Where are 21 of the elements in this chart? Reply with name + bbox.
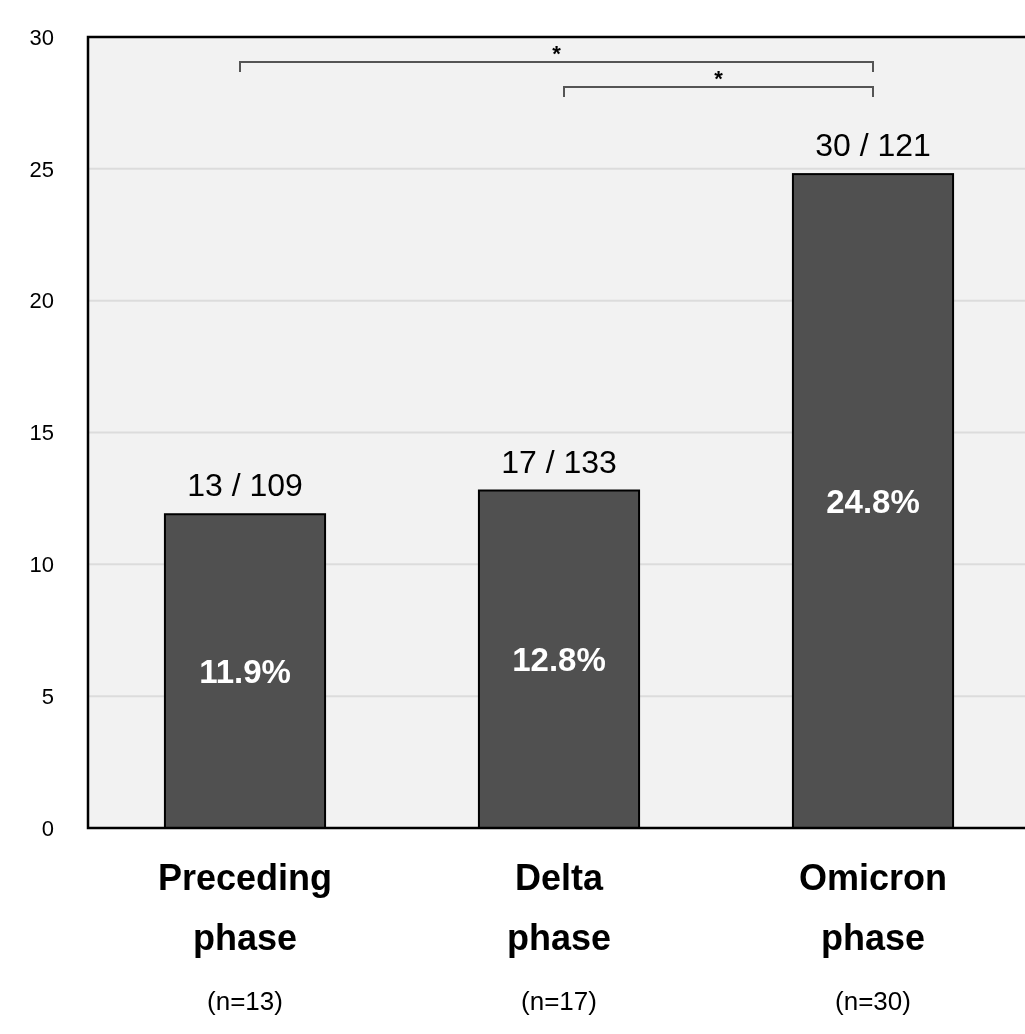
y-tick-label: 30: [29, 24, 54, 50]
y-tick-label: 10: [29, 552, 54, 578]
y-tick-label: 20: [29, 288, 54, 314]
annotation: 13 / 109: [187, 467, 303, 504]
x-tick-label: Delta phase: [506, 857, 612, 958]
annotation: 30 / 121: [815, 127, 931, 164]
data-label: 24.8%: [826, 482, 920, 520]
x-tick-label: Omicron phase: [798, 857, 948, 958]
text: (n=17): [521, 986, 597, 1016]
y-tick-label: 0: [41, 815, 54, 841]
text: (n=30): [835, 986, 911, 1016]
x-tick-label: Preceding phase: [157, 857, 333, 958]
y-tick-label: 5: [41, 683, 54, 709]
y-tick-label: 25: [29, 156, 54, 182]
y-tick-label: 15: [29, 420, 54, 446]
annotation: *: [714, 66, 724, 91]
data-label: 12.8%: [512, 640, 606, 678]
annotation: 17 / 133: [501, 443, 617, 480]
annotation: *: [552, 41, 562, 66]
data-label: 11.9%: [199, 652, 291, 690]
text: (n=13): [207, 986, 283, 1016]
